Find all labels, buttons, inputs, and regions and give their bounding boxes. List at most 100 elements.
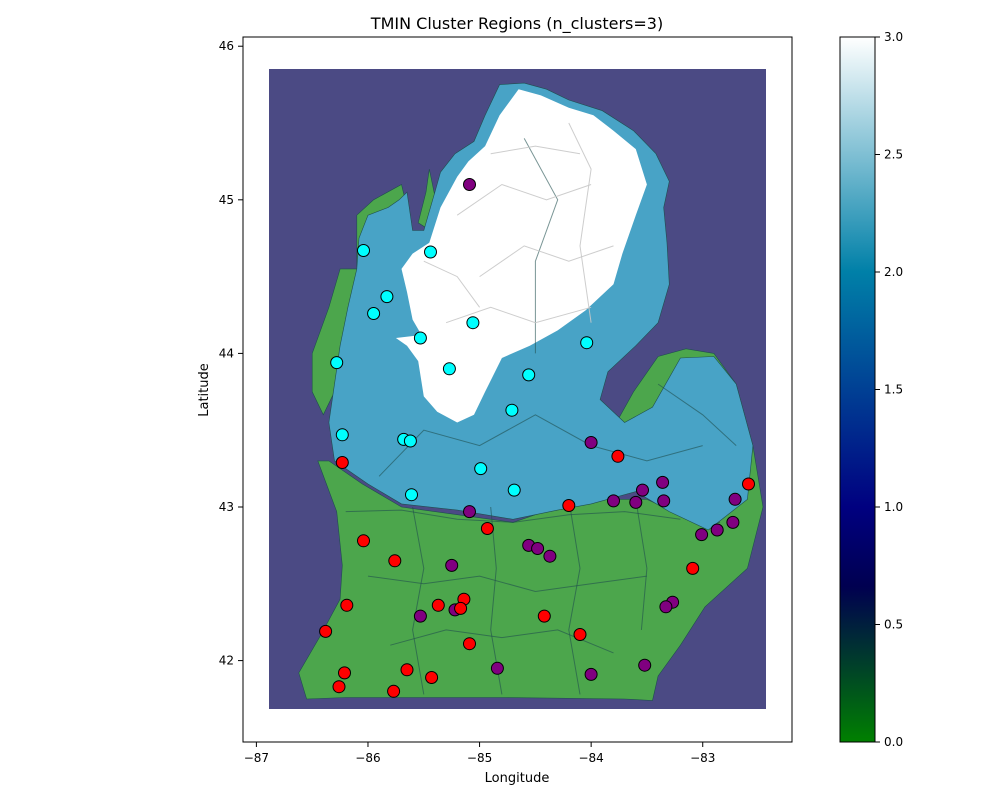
watershed-boundary-line bbox=[445, 306, 592, 324]
station-marker-red bbox=[387, 684, 401, 698]
y-tick-label: 45 bbox=[219, 193, 234, 207]
station-marker-red bbox=[611, 449, 625, 463]
station-marker-cyan bbox=[335, 428, 349, 442]
station-marker-purple bbox=[463, 178, 476, 191]
station-marker-purple bbox=[490, 661, 504, 675]
station-marker-purple bbox=[695, 528, 709, 542]
cluster-regions bbox=[298, 82, 764, 701]
x-axis: −87 −86 −85 −84 −83 bbox=[244, 742, 715, 765]
station-marker-red bbox=[340, 598, 354, 612]
station-marker-purple bbox=[728, 492, 742, 506]
x-tick-label: −84 bbox=[578, 751, 603, 765]
station-marker-cyan bbox=[330, 356, 344, 370]
station-marker-cyan bbox=[507, 483, 521, 497]
watershed-boundary-line bbox=[490, 145, 581, 155]
colorbar-tick-label: 3.0 bbox=[884, 30, 903, 44]
station-marker-red bbox=[388, 554, 402, 568]
station-marker-red bbox=[357, 534, 370, 548]
y-tick-label: 42 bbox=[219, 654, 234, 668]
station-markers bbox=[319, 178, 755, 698]
x-tick-label: −85 bbox=[467, 751, 492, 765]
station-marker-cyan bbox=[405, 488, 418, 502]
station-marker-purple bbox=[584, 667, 598, 681]
station-marker-red bbox=[454, 601, 468, 615]
station-marker-cyan bbox=[367, 307, 381, 320]
station-marker-cyan bbox=[413, 331, 427, 345]
station-marker-purple bbox=[710, 523, 724, 537]
station-marker-cyan bbox=[403, 434, 417, 448]
station-marker-cyan bbox=[442, 362, 456, 376]
station-marker-red bbox=[480, 522, 494, 535]
watershed-boundary-line bbox=[635, 499, 648, 630]
colorbar-tick-label: 1.0 bbox=[884, 500, 903, 514]
y-axis: 42 43 44 45 46 bbox=[219, 39, 243, 668]
station-marker-red bbox=[319, 624, 333, 638]
colorbar-gradient bbox=[839, 36, 876, 743]
station-marker-purple bbox=[531, 542, 545, 555]
y-tick-label: 43 bbox=[219, 500, 234, 514]
y-axis-label: Latitude bbox=[197, 363, 212, 417]
y-tick-label: 46 bbox=[219, 39, 234, 53]
station-marker-red bbox=[400, 663, 414, 677]
station-marker-purple bbox=[629, 495, 643, 509]
watershed-boundary-line bbox=[568, 122, 592, 323]
colorbar-tick-label: 2.0 bbox=[884, 265, 903, 279]
station-marker-purple bbox=[726, 515, 740, 529]
station-marker-red bbox=[742, 477, 755, 491]
station-marker-purple bbox=[463, 505, 476, 519]
watershed-boundary-line bbox=[657, 383, 737, 446]
x-axis-label: Longitude bbox=[485, 771, 550, 786]
x-tick-label: −87 bbox=[244, 751, 269, 765]
station-marker-purple bbox=[445, 558, 459, 572]
y-tick-label: 44 bbox=[219, 346, 234, 360]
station-marker-purple bbox=[656, 475, 670, 489]
watershed-boundary-line bbox=[367, 575, 647, 593]
colorbar-tick-label: 2.5 bbox=[884, 148, 903, 162]
x-tick-label: −83 bbox=[690, 751, 715, 765]
station-marker-red bbox=[332, 680, 346, 694]
chart-title: TMIN Cluster Regions (n_clusters=3) bbox=[370, 14, 663, 34]
cluster-3-region bbox=[395, 89, 647, 423]
station-marker-cyan bbox=[474, 462, 488, 476]
colorbar: 0.0 0.5 1.0 1.5 2.0 2.5 3.0 bbox=[839, 30, 903, 749]
station-marker-cyan bbox=[505, 403, 519, 417]
station-marker-red bbox=[338, 666, 351, 680]
station-marker-cyan bbox=[466, 316, 480, 330]
station-marker-red bbox=[537, 609, 551, 623]
station-marker-cyan bbox=[380, 290, 394, 304]
colorbar-tick-label: 1.5 bbox=[884, 383, 903, 397]
station-marker-purple bbox=[636, 483, 649, 497]
colorbar-tick-label: 0.0 bbox=[884, 735, 903, 749]
station-marker-purple bbox=[638, 658, 652, 672]
colorbar-ticks: 0.0 0.5 1.0 1.5 2.0 2.5 3.0 bbox=[875, 30, 903, 749]
x-tick-label: −86 bbox=[355, 751, 380, 765]
station-marker-purple bbox=[607, 494, 620, 508]
map-area bbox=[269, 69, 766, 709]
station-marker-red bbox=[686, 561, 700, 575]
station-marker-purple bbox=[543, 549, 557, 563]
station-marker-cyan bbox=[580, 336, 594, 350]
station-marker-purple bbox=[657, 494, 671, 508]
watershed-boundary-line bbox=[456, 183, 592, 216]
watershed-boundary-line bbox=[523, 138, 559, 354]
station-marker-red bbox=[562, 499, 576, 512]
station-marker-red bbox=[431, 598, 445, 612]
watershed-boundary-line bbox=[412, 506, 425, 695]
station-marker-cyan bbox=[357, 244, 370, 257]
station-marker-purple bbox=[659, 600, 673, 614]
watershed-boundary-line bbox=[378, 414, 703, 477]
watershed-boundary-line bbox=[423, 260, 481, 308]
watershed-boundary-line bbox=[479, 245, 614, 278]
station-marker-purple bbox=[413, 609, 427, 623]
station-marker-red bbox=[425, 671, 439, 684]
watershed-boundary-line bbox=[568, 499, 581, 695]
station-marker-red bbox=[573, 628, 587, 641]
station-marker-cyan bbox=[522, 368, 536, 382]
station-marker-purple bbox=[584, 436, 598, 449]
station-marker-red bbox=[463, 637, 476, 651]
watershed-boundary-line bbox=[345, 509, 681, 523]
colorbar-tick-label: 0.5 bbox=[884, 618, 903, 632]
station-marker-cyan bbox=[424, 245, 437, 259]
station-marker-red bbox=[335, 456, 349, 469]
